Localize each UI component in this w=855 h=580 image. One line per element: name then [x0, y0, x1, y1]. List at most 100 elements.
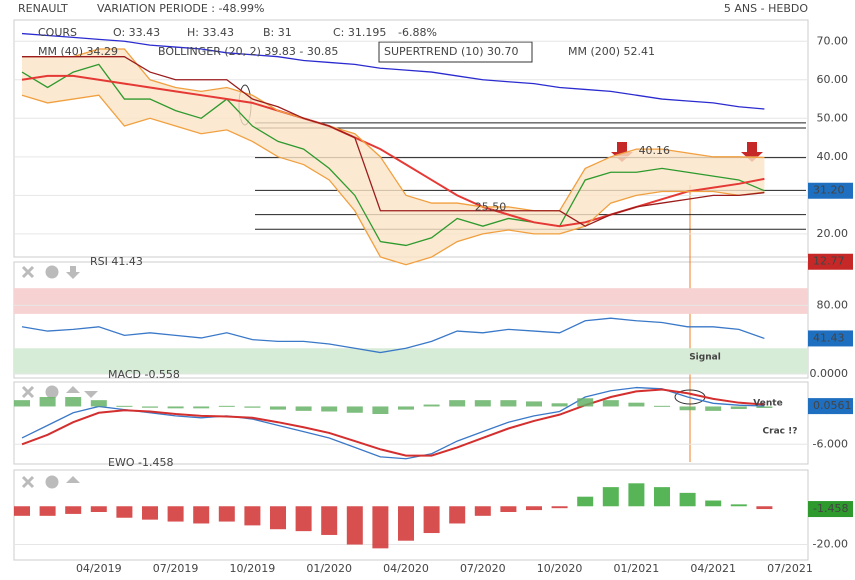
variation: VARIATION PERIODE : -48.99%: [97, 2, 264, 15]
symbol: RENAULT: [18, 2, 68, 15]
bar: [270, 406, 286, 410]
y-tick-label: 60.00: [817, 73, 849, 86]
bar: [193, 506, 210, 524]
annotation: 25.50: [475, 201, 507, 214]
bar: [756, 406, 773, 408]
x-tick-label: 07/2021: [767, 562, 813, 575]
bar: [526, 401, 542, 407]
bar: [500, 400, 517, 407]
bar: [193, 406, 210, 409]
bar: [474, 400, 491, 407]
legend-entry: MM (40) 34.29: [38, 45, 118, 58]
series-line: [21, 388, 765, 457]
bar: [654, 405, 670, 407]
bar: [346, 506, 363, 545]
zone: [14, 348, 808, 374]
bar: [65, 397, 82, 407]
bar: [705, 500, 722, 507]
bar: [321, 506, 338, 535]
x-tick-label: 07/2020: [460, 562, 506, 575]
bar: [65, 506, 82, 514]
bar: [270, 506, 286, 530]
value-box: [808, 330, 853, 347]
value-box-label: 0.0561: [813, 399, 852, 412]
annotation: 40.16: [639, 144, 671, 157]
bar: [551, 403, 568, 407]
series-line: [22, 48, 765, 212]
legend-entry: BOLLINGER (20, 2) 39.83 - 30.85: [158, 45, 338, 58]
bar: [756, 506, 773, 510]
x-tick-label: 04/2020: [383, 562, 429, 575]
value-box: [808, 253, 853, 270]
bar: [730, 406, 747, 409]
legend-entry: COURS: [38, 26, 77, 39]
bar: [142, 506, 158, 520]
y-tick-label: 20.00: [817, 227, 849, 240]
bar: [90, 506, 107, 512]
bar: [398, 506, 414, 541]
panel-icons: [21, 265, 98, 489]
bar: [500, 506, 517, 512]
bar: [116, 506, 133, 518]
bar: [474, 506, 491, 516]
bar: [321, 406, 338, 412]
series-line: [21, 94, 765, 266]
x-tick-label: 01/2020: [306, 562, 352, 575]
note: Signal: [689, 353, 721, 363]
zone: [14, 288, 808, 314]
bar: [628, 402, 645, 407]
bar: [167, 506, 184, 522]
legend-entry: SUPERTREND (10) 30.70: [384, 45, 519, 58]
x-tick-label: 04/2019: [76, 562, 122, 575]
bar: [423, 506, 440, 534]
y-tick-label: 50.00: [817, 111, 849, 124]
bar: [372, 506, 389, 549]
y-tick-label: 80.00: [817, 298, 849, 311]
value-box-label: 12.77: [813, 255, 845, 268]
y-tick-label: -6.000: [813, 437, 848, 450]
y-tick-label: 0.0000: [810, 367, 849, 380]
x-tick-label: 07/2019: [153, 562, 199, 575]
bar: [295, 406, 312, 411]
bar: [577, 398, 594, 407]
panel-title: RSI 41.43: [90, 255, 143, 268]
bar: [602, 400, 619, 407]
bar: [628, 483, 645, 507]
value-box-label: 31.20: [813, 184, 845, 197]
value-box: [808, 182, 853, 199]
note: Crac !?: [763, 427, 798, 437]
bar: [705, 406, 722, 411]
bar: [39, 506, 56, 516]
bar: [526, 506, 542, 511]
x-tick-label: 04/2021: [690, 562, 736, 575]
bar: [398, 406, 414, 410]
bar: [602, 487, 619, 507]
bar: [730, 504, 747, 507]
series-line: [22, 56, 765, 227]
bar: [679, 492, 696, 507]
bar: [218, 506, 235, 522]
series-line: [21, 317, 765, 354]
bar: [551, 506, 568, 509]
bar: [449, 400, 466, 407]
y-tick-label: 40.00: [817, 150, 849, 163]
y-tick-label: -20.00: [813, 538, 848, 551]
quote-item: O: 33.43: [113, 26, 160, 39]
bar: [372, 406, 389, 415]
period: 5 ANS - HEBDO: [724, 2, 808, 15]
bar: [577, 496, 594, 507]
bar: [142, 406, 158, 408]
bar: [90, 400, 107, 407]
y-tick-label: 70.00: [817, 34, 849, 47]
x-tick-label: 01/2021: [614, 562, 660, 575]
value-box: [808, 501, 853, 518]
bar: [449, 506, 466, 524]
value-box-label: -1.458: [813, 502, 848, 515]
series-line: [21, 32, 765, 110]
note: Vente: [753, 399, 782, 409]
value-box-label: 41.43: [813, 331, 845, 344]
bar: [295, 506, 312, 532]
value-box: [808, 398, 853, 415]
bar: [244, 506, 261, 526]
